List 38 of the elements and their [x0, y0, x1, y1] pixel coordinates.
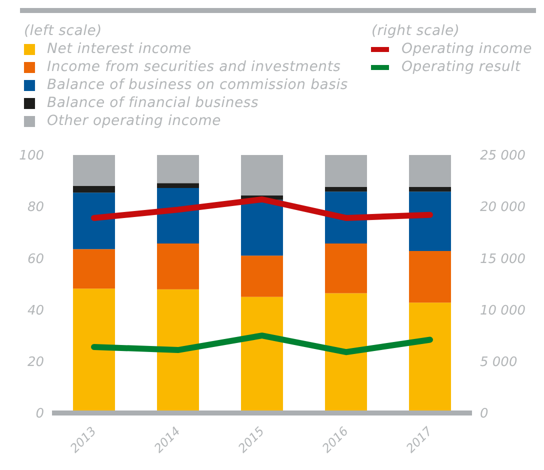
- bar: [325, 155, 367, 187]
- text: (left scale): [24, 23, 103, 39]
- bar: [241, 200, 283, 256]
- bar: [409, 192, 451, 251]
- y2-tick-label: 0: [480, 406, 488, 422]
- bar: [73, 249, 115, 289]
- bar: [157, 243, 199, 290]
- bar: [73, 186, 115, 193]
- y-tick-label: 80: [27, 200, 44, 216]
- y2-tick-label: 25 000: [480, 148, 526, 164]
- bar: [241, 155, 283, 196]
- bar: [157, 183, 199, 188]
- legend-label: Balance of financial business: [46, 94, 260, 112]
- bar: [325, 243, 367, 294]
- y-tick-label: 40: [27, 303, 44, 318]
- bar: [409, 186, 451, 192]
- bar: [157, 155, 199, 184]
- y-tick-label: 100: [19, 148, 44, 164]
- y-tick-label: 20: [27, 355, 44, 370]
- y2-tick-label: 10 000: [480, 303, 526, 318]
- legend-label: Net interest income: [46, 40, 192, 58]
- text: (right scale): [371, 23, 461, 39]
- bar: [73, 155, 115, 186]
- bar: [409, 155, 451, 187]
- legend-label: Balance of business on commission basis: [46, 76, 348, 94]
- y2-tick-label: 20 000: [480, 200, 526, 216]
- bar: [325, 186, 367, 192]
- bar: [409, 250, 451, 303]
- legend-label: Income from securities and investments: [46, 58, 342, 76]
- y2-tick-label: 5 000: [480, 355, 518, 370]
- legend-label: Operating income: [400, 40, 532, 58]
- legend-label: Operating result: [400, 58, 522, 76]
- y2-tick-label: 15 000: [480, 252, 526, 267]
- bar: [241, 256, 283, 297]
- bar: [73, 192, 115, 250]
- y-tick-label: 0: [36, 406, 44, 422]
- y-tick-label: 60: [27, 252, 44, 267]
- legend-label: Other operating income: [46, 112, 222, 130]
